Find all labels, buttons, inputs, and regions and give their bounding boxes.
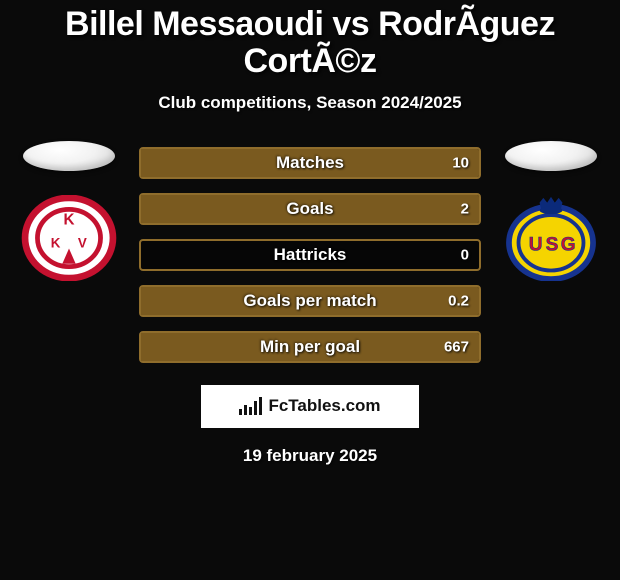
stat-value-right: 10	[452, 154, 469, 171]
logo-text: FcTables.com	[268, 396, 380, 416]
player-right-column: U S G	[499, 141, 603, 281]
svg-text:U: U	[529, 234, 543, 255]
stat-bar: Matches10	[139, 147, 481, 179]
stat-fill-right	[141, 149, 479, 177]
stat-value-right: 0	[461, 246, 469, 263]
stat-bar: Goals2	[139, 193, 481, 225]
svg-text:G: G	[561, 234, 576, 255]
content-row: K K V Matches10 Goals2 Hattricks0 Goals per…	[0, 141, 620, 363]
svg-text:K: K	[63, 211, 74, 228]
player-left-column: K K V	[17, 141, 121, 281]
date-label: 19 february 2025	[0, 446, 620, 466]
union-sg-crest-icon: U S G	[503, 195, 599, 281]
svg-text:V: V	[78, 235, 87, 250]
player-right-oval	[505, 141, 597, 171]
player-left-oval	[23, 141, 115, 171]
stat-bar: Hattricks0	[139, 239, 481, 271]
stat-fill-right	[141, 333, 479, 361]
stat-bar: Min per goal667	[139, 331, 481, 363]
svg-text:S: S	[546, 234, 559, 255]
stat-value-right: 667	[444, 338, 469, 355]
comparison-card: Billel Messaoudi vs RodrÃ­guez CortÃ©z C…	[0, 0, 620, 466]
club-badge-left: K K V	[21, 195, 117, 281]
stat-fill-right	[141, 287, 479, 315]
stats-column: Matches10 Goals2 Hattricks0 Goals per match…	[139, 141, 481, 363]
svg-text:K: K	[51, 235, 61, 250]
stat-bar: Goals per match0.2	[139, 285, 481, 317]
subtitle: Club competitions, Season 2024/2025	[0, 93, 620, 113]
stat-value-right: 2	[461, 200, 469, 217]
fctables-logo[interactable]: FcTables.com	[201, 385, 419, 428]
club-badge-right: U S G	[503, 195, 599, 281]
stat-value-right: 0.2	[448, 292, 469, 309]
stat-fill-right	[141, 195, 479, 223]
bar-chart-icon	[239, 397, 262, 415]
kortrijk-crest-icon: K K V	[21, 195, 117, 281]
page-title: Billel Messaoudi vs RodrÃ­guez CortÃ©z	[0, 4, 620, 87]
stat-label: Hattricks	[141, 245, 479, 265]
